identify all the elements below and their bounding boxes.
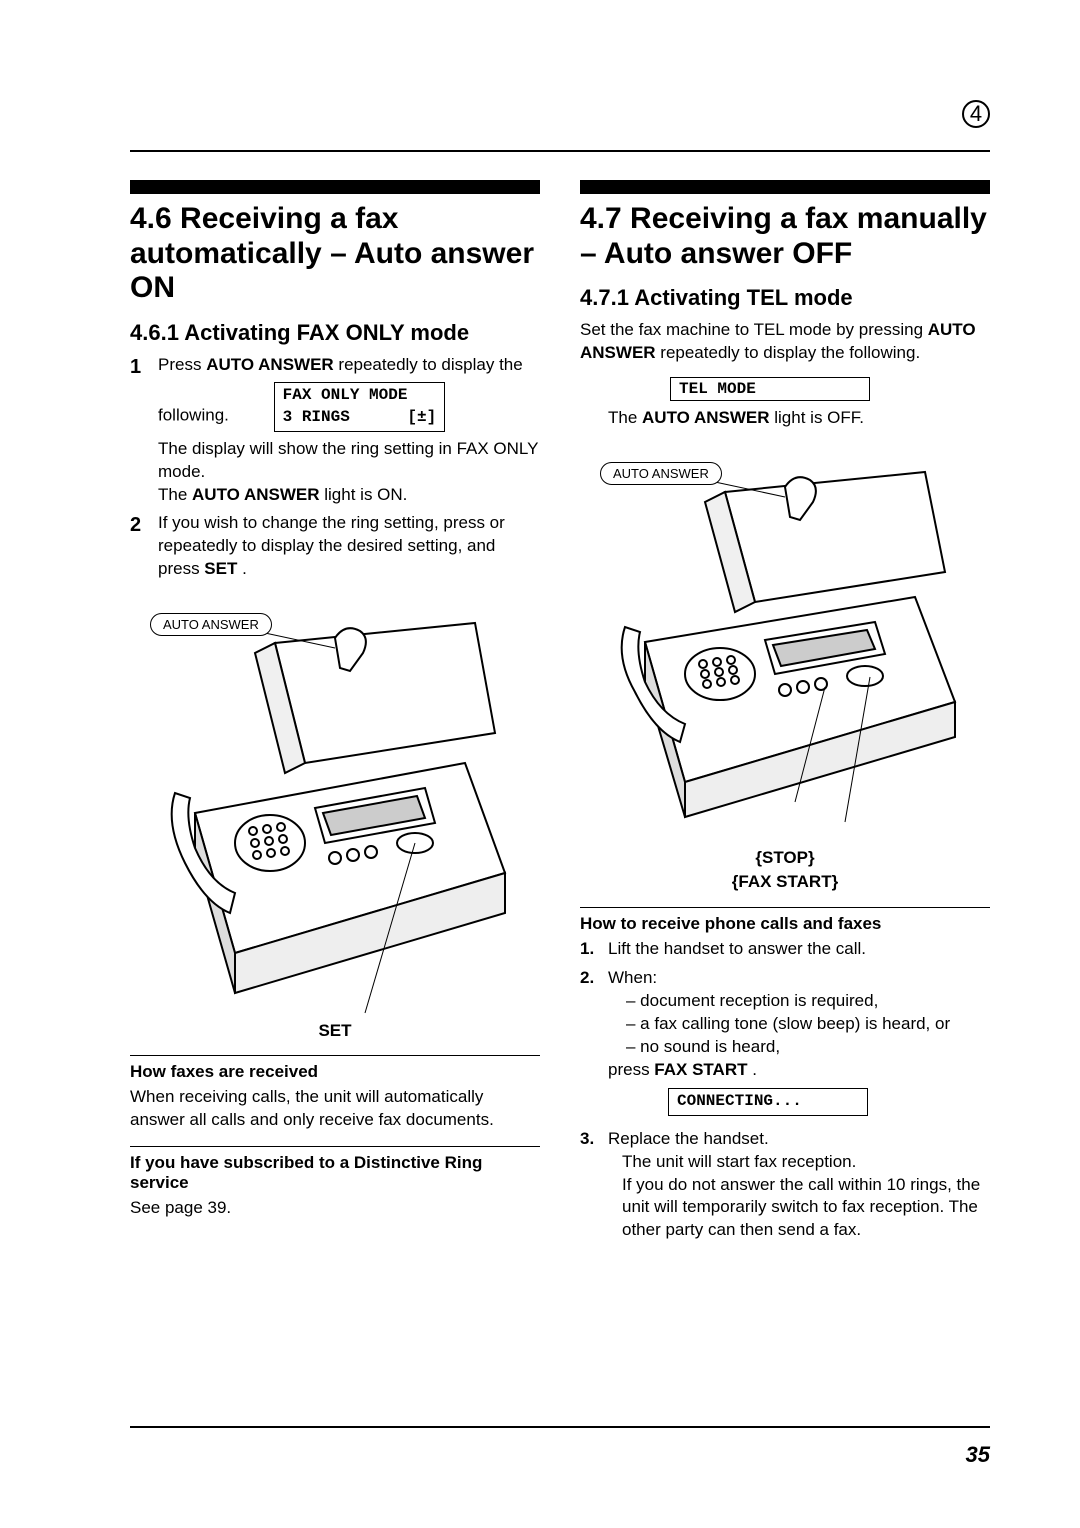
key-label: FAX START [654,1060,747,1079]
divider [130,1055,540,1056]
lcd-display: FAX ONLY MODE 3 RINGS [±] [274,382,446,431]
item-number: 1. [580,938,600,961]
bottom-rule [130,1426,990,1428]
divider [130,1146,540,1147]
note-text: The unit will start fax reception. [608,1151,990,1174]
step-body: If you wish to change the ring setting, … [158,512,540,581]
two-column-layout: 4.6 Receiving a fax automatically – Auto… [130,180,990,1248]
text: press FAX START . [608,1059,990,1082]
lcd-display: TEL MODE [670,377,870,401]
text: Press [158,355,206,374]
step-number: 1 [130,354,148,381]
text: repeatedly to display the following. [656,343,921,362]
divider [580,907,990,908]
step-1: 1 Press AUTO ANSWER repeatedly to displa… [130,354,540,507]
key-label: AUTO ANSWER [642,408,770,427]
list-item: 3. Replace the handset. The unit will st… [580,1128,990,1243]
dash-list: – document reception is required, – a fa… [626,990,990,1059]
dash-item: – a fax calling tone (slow beep) is hear… [626,1013,990,1036]
text: . [237,559,246,578]
key-label: AUTO ANSWER [206,355,334,374]
fax-machine-icon [580,442,990,842]
right-column: 4.7 Receiving a fax manually – Auto answ… [580,180,990,1248]
figure-label: SET [130,1021,540,1041]
intro-paragraph: Set the fax machine to TEL mode by press… [580,319,990,365]
note-text: If you do not answer the call within 10 … [608,1174,990,1243]
text: press [608,1060,654,1079]
dash-item: – no sound is heard, [626,1036,990,1059]
subheading: How faxes are received [130,1062,540,1082]
paragraph: When receiving calls, the unit will auto… [130,1086,540,1132]
lcd-display: CONNECTING... [668,1088,868,1116]
figure-label-faxstart: {FAX START} [580,870,990,894]
note-text: The display will show the ring setting i… [158,438,540,484]
section-bar [130,180,540,194]
text: . [747,1060,756,1079]
subheading: How to receive phone calls and faxes [580,914,990,934]
lcd-line: 3 RINGS [±] [283,408,437,426]
text: Replace the handset. [608,1129,769,1148]
item-body: Lift the handset to answer the call. [608,938,990,961]
step-number: 2 [130,512,148,539]
note-text: The AUTO ANSWER light is ON. [158,484,540,507]
section-bar [580,180,990,194]
left-column: 4.6 Receiving a fax automatically – Auto… [130,180,540,1248]
key-label: SET [204,559,237,578]
item-number: 3. [580,1128,600,1243]
item-number: 2. [580,967,600,1121]
key-label: AUTO ANSWER [192,485,320,504]
page-number: 35 [966,1442,990,1468]
text: When: [608,968,657,987]
figure-labels: {STOP} {FAX START} [580,846,990,894]
subsection-title: 4.6.1 Activating FAX ONLY mode [130,320,540,346]
subsection-title: 4.7.1 Activating TEL mode [580,285,990,311]
dash-item: – document reception is required, [626,990,990,1013]
fax-illustration: AUTO ANSWER [580,442,990,842]
paragraph: See page 39. [130,1197,540,1220]
list-item: 2. When: – document reception is require… [580,967,990,1121]
text: light is ON. [320,485,408,504]
section-title: 4.7 Receiving a fax manually – Auto answ… [580,202,990,271]
top-rule [130,150,990,152]
text: light is OFF. [770,408,864,427]
subheading: If you have subscribed to a Distinctive … [130,1153,540,1193]
fax-machine-icon [130,593,540,1023]
callout-label: AUTO ANSWER [600,462,722,485]
item-body: When: – document reception is required, … [608,967,990,1121]
text: The [608,408,642,427]
fax-illustration: AUTO ANSWER [130,593,540,1023]
figure-label-stop: {STOP} [580,846,990,870]
numbered-list: 1. Lift the handset to answer the call. … [580,938,990,1242]
section-title: 4.6 Receiving a fax automatically – Auto… [130,202,540,306]
text: The [158,485,192,504]
list-item: 1. Lift the handset to answer the call. [580,938,990,961]
step-2: 2 If you wish to change the ring setting… [130,512,540,581]
text: Set the fax machine to TEL mode by press… [580,320,928,339]
step-body: Press AUTO ANSWER repeatedly to display … [158,354,540,507]
item-body: Replace the handset. The unit will start… [608,1128,990,1243]
note-text: The AUTO ANSWER light is OFF. [608,407,990,430]
callout-label: AUTO ANSWER [150,613,272,636]
chapter-marker: 4 [962,100,990,128]
lcd-line: FAX ONLY MODE [283,386,408,404]
